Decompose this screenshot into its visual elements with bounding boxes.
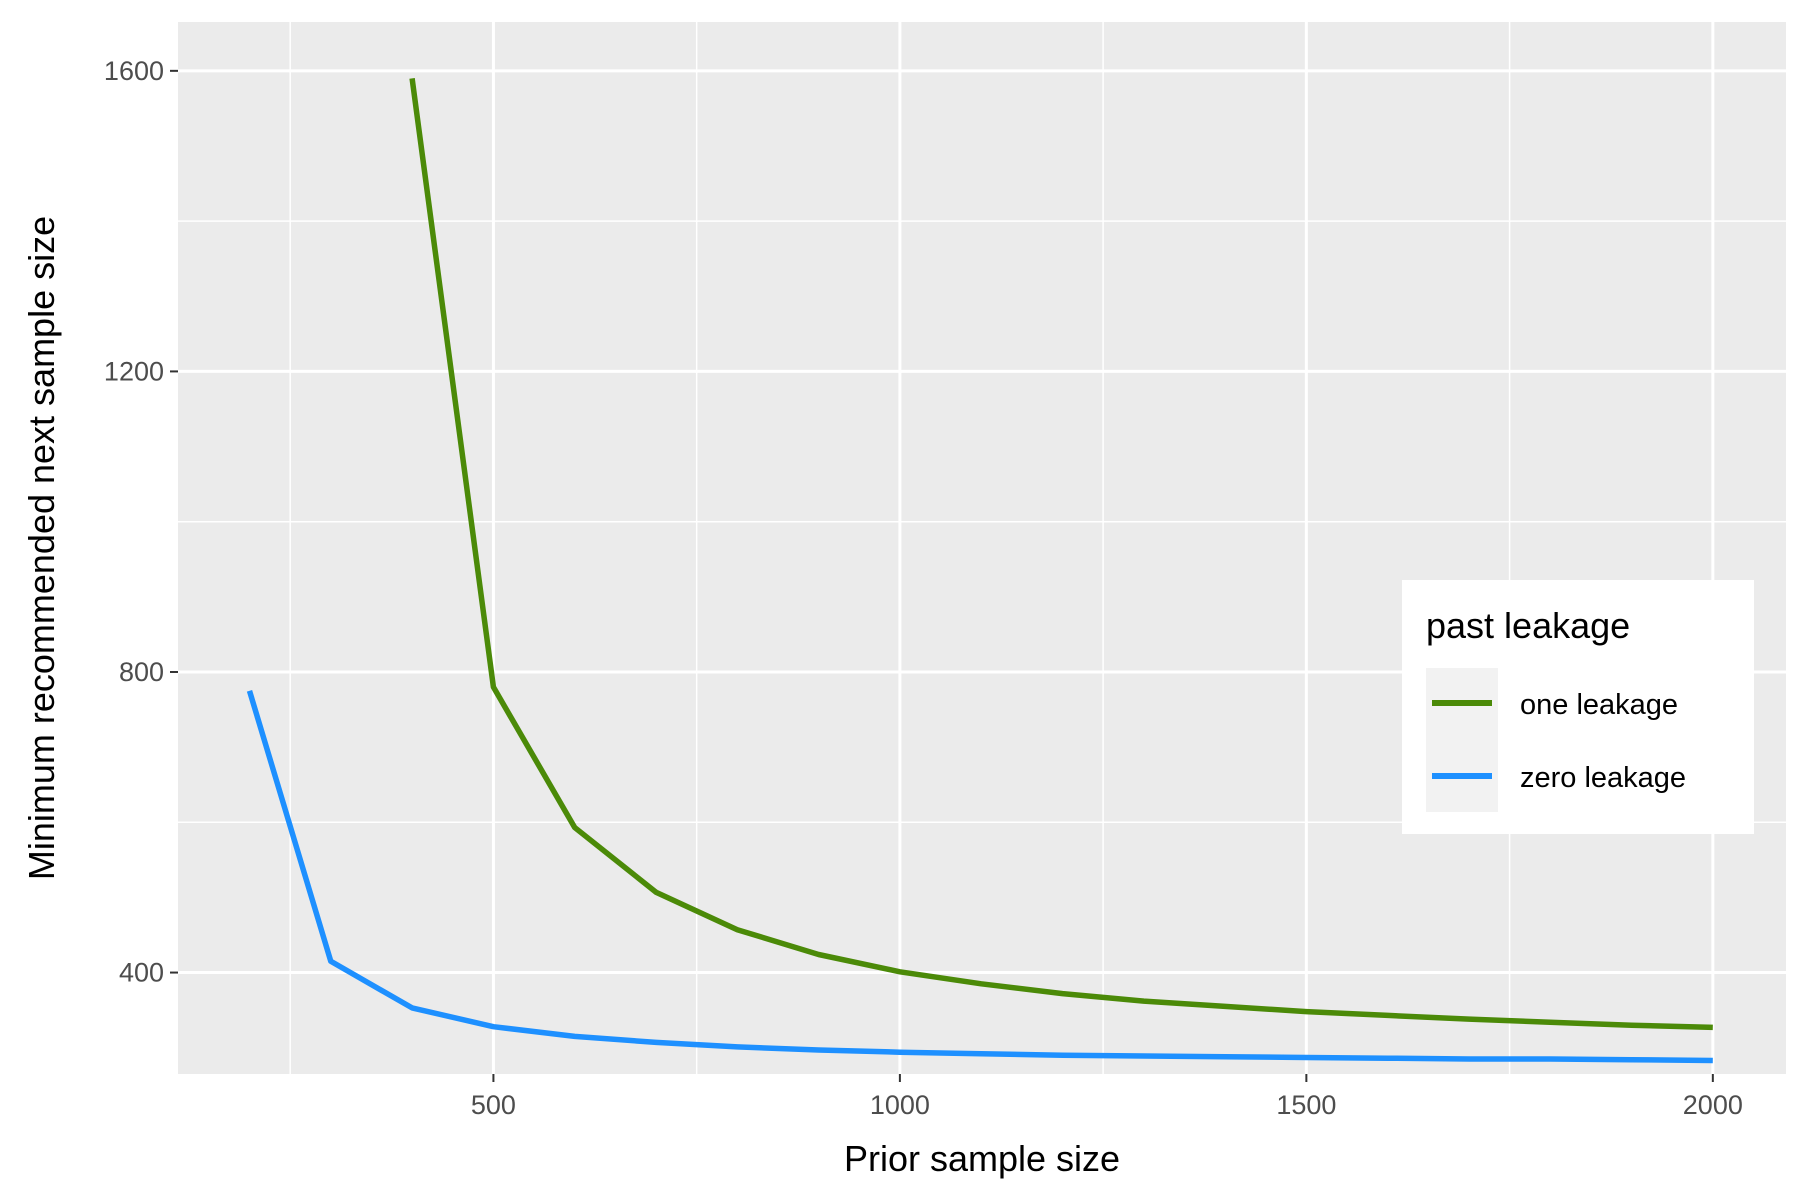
- x-tick-label: 1500: [1276, 1090, 1336, 1120]
- plot-panel: [178, 22, 1786, 1074]
- legend-title: past leakage: [1426, 605, 1630, 646]
- grid-minor: [178, 22, 1786, 1074]
- y-axis-title: Minimum recommended next sample size: [21, 216, 62, 880]
- x-tick-label: 1000: [870, 1090, 930, 1120]
- x-axis-title: Prior sample size: [844, 1138, 1120, 1179]
- y-tick-label: 1600: [104, 56, 164, 86]
- legend: past leakage one leakage zero leakage: [1402, 580, 1754, 834]
- legend-label-zero-leakage: zero leakage: [1520, 762, 1686, 794]
- x-tick-label: 2000: [1683, 1090, 1743, 1120]
- y-tick-label: 800: [119, 657, 164, 687]
- legend-key-background: [1426, 668, 1498, 812]
- legend-label-one-leakage: one leakage: [1520, 689, 1678, 721]
- x-axis-ticks: 500 1000 1500 2000: [471, 1074, 1743, 1120]
- y-axis-ticks: 400 800 1200 1600: [104, 56, 178, 988]
- y-tick-label: 400: [119, 958, 164, 988]
- series-line-one-leakage: [409, 78, 1713, 1031]
- x-tick-label: 500: [471, 1090, 516, 1120]
- y-tick-label: 1200: [104, 356, 164, 386]
- series-layer: [246, 78, 1713, 1064]
- series-line-zero-leakage: [246, 690, 1713, 1064]
